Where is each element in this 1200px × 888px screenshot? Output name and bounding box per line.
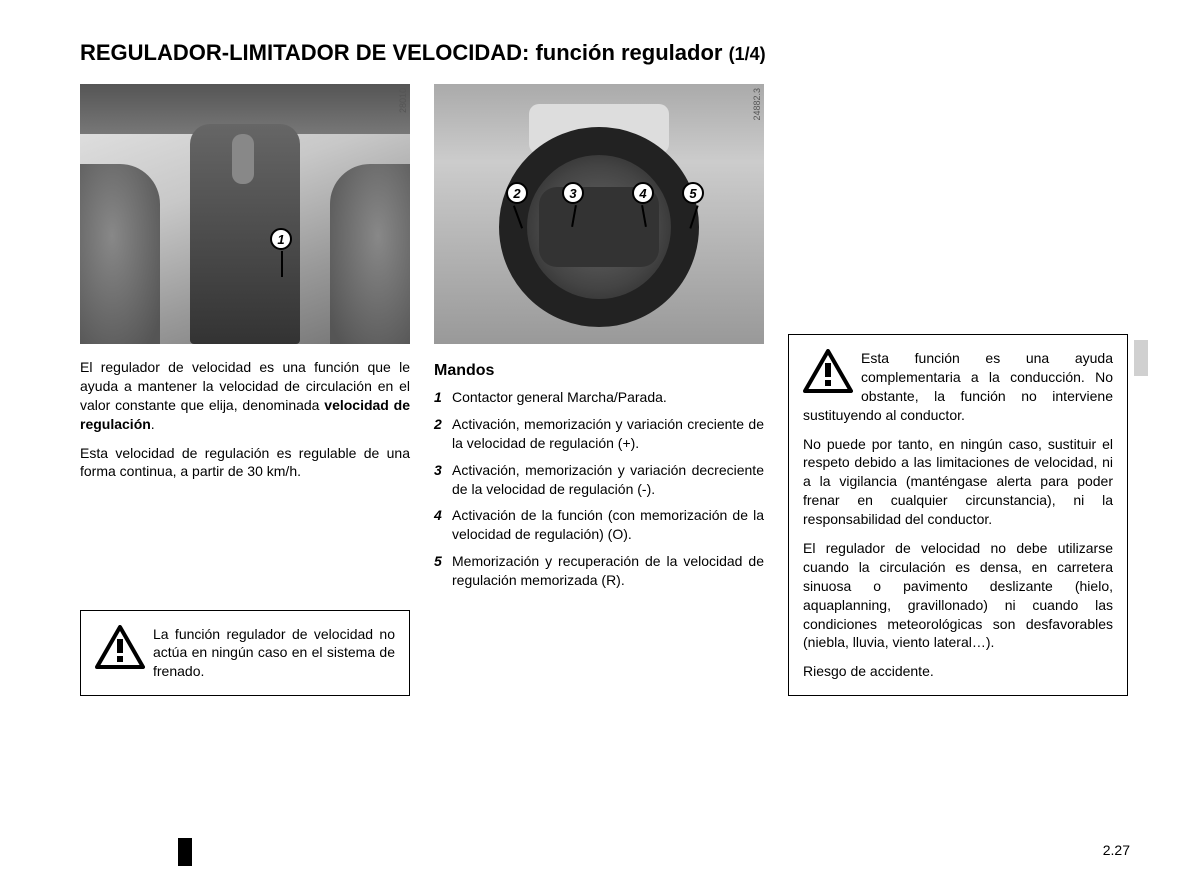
warning-box-small: La función regulador de velocidad no act… — [80, 610, 410, 697]
col1-para1: El regulador de velocidad es una función… — [80, 358, 410, 434]
col1-para2: Esta velocidad de regulación es regulabl… — [80, 444, 410, 482]
list-item-4: 4 Activación de la función (con memoriza… — [434, 506, 764, 544]
list-item-3: 3 Activación, memorización y variación d… — [434, 461, 764, 499]
col3-warn-p2: No puede por tanto, en ningún caso, sust… — [803, 435, 1113, 529]
callout-circle-3: 3 — [562, 182, 584, 204]
column-3: Esta función es una ayuda complementaria… — [788, 84, 1128, 696]
footer-mark — [178, 838, 192, 866]
callout-circle-5: 5 — [682, 182, 704, 204]
columns: 28010 1 El regulador de velocidad es una… — [80, 84, 1140, 696]
list-item-2: 2 Activación, memorización y variación c… — [434, 415, 764, 453]
page-title: REGULADOR-LIMITADOR DE VELOCIDAD: funció… — [80, 40, 1140, 66]
col3-warn-p4: Riesgo de accidente. — [803, 662, 1113, 681]
list-text: Contactor general Marcha/Parada. — [452, 388, 764, 407]
mandos-heading: Mandos — [434, 362, 764, 380]
callout-circle-4: 4 — [632, 182, 654, 204]
col3-warn-p3: El regulador de velocidad no debe utiliz… — [803, 539, 1113, 652]
list-num: 4 — [434, 506, 452, 544]
list-num: 2 — [434, 415, 452, 453]
list-text: Activación de la función (con memorizaci… — [452, 506, 764, 544]
photo1-shift — [232, 134, 254, 184]
photo2-code: 24882.3 — [752, 88, 762, 121]
list-num: 1 — [434, 388, 452, 407]
col1-para1-b: . — [151, 416, 155, 432]
title-suffix: (1/4) — [729, 44, 766, 64]
page-number: 2.27 — [1103, 842, 1130, 858]
list-text: Memorización y recuperación de la veloci… — [452, 552, 764, 590]
warning-box-large: Esta función es una ayuda complementaria… — [788, 334, 1128, 696]
list-item-5: 5 Memorización y recuperación de la velo… — [434, 552, 764, 590]
column-2: 24882.3 2 3 4 5 Mandos 1 Contactor gener… — [434, 84, 764, 696]
callout-circle-2: 2 — [506, 182, 528, 204]
list-item-1: 1 Contactor general Marcha/Parada. — [434, 388, 764, 407]
photo1-seat-right — [330, 164, 410, 344]
col1-warn-text: La función regulador de velocidad no act… — [153, 626, 395, 680]
photo1-seat-left — [80, 164, 160, 344]
side-tab — [1134, 340, 1148, 376]
col3-warn-p1: Esta función es una ayuda complementaria… — [803, 349, 1113, 425]
photo-steering-wheel: 24882.3 2 3 4 5 — [434, 84, 764, 344]
photo1-code: 28010 — [398, 88, 408, 113]
photo-interior-console: 28010 1 — [80, 84, 410, 344]
list-text: Activación, memorización y variación dec… — [452, 461, 764, 499]
title-main: REGULADOR-LIMITADOR DE VELOCIDAD: funció… — [80, 40, 729, 65]
list-num: 5 — [434, 552, 452, 590]
warning-icon — [803, 349, 853, 393]
callout-line-1 — [281, 251, 283, 277]
column-1: 28010 1 El regulador de velocidad es una… — [80, 84, 410, 696]
list-num: 3 — [434, 461, 452, 499]
list-text: Activación, memorización y variación cre… — [452, 415, 764, 453]
warning-icon — [95, 625, 145, 669]
callout-circle-1: 1 — [270, 228, 292, 250]
